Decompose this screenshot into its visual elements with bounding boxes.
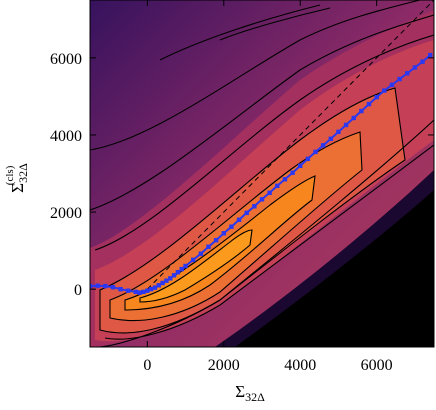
series-point (90, 283, 93, 289)
density-band-peak (140, 230, 252, 302)
series-point (152, 285, 158, 290)
series-point (175, 270, 181, 275)
contour-line (139, 229, 253, 303)
y-axis-label: Σ32Δ(cls) (4, 163, 30, 193)
series-point (320, 143, 326, 148)
series-point (133, 289, 139, 295)
plot-area (90, 0, 434, 347)
density-band-5 (125, 176, 315, 310)
series-point (427, 52, 433, 58)
x-tick-label: 4000 (284, 357, 316, 374)
series-point (359, 108, 364, 114)
reference-line-layer (146, 0, 434, 290)
series-point (305, 156, 311, 162)
contour-lines (90, 0, 434, 347)
series-point (110, 285, 116, 290)
x-axis-label: Σ32Δ (235, 382, 265, 404)
series-point (236, 217, 242, 222)
series-point (412, 65, 418, 70)
series-point (343, 122, 349, 128)
contour-line (109, 131, 363, 322)
contour-line (94, 34, 434, 251)
series-point (366, 101, 372, 107)
series-point (168, 276, 173, 281)
series-point (290, 170, 295, 175)
series-point (405, 71, 410, 76)
series-point (118, 286, 123, 292)
series-point (221, 231, 226, 236)
x-tick-label: 0 (143, 357, 151, 374)
series-point (336, 129, 341, 135)
contour-line (104, 144, 434, 340)
x-tick-label: 6000 (361, 357, 393, 374)
plot-frame (89, 0, 435, 348)
series-point (95, 283, 100, 288)
series-point (382, 88, 387, 93)
series-point (141, 289, 146, 295)
series-point (259, 197, 265, 202)
series-point (351, 115, 356, 121)
contour-line (90, 0, 421, 151)
series-point (206, 244, 211, 249)
contour-line (99, 87, 406, 334)
series-point (148, 286, 154, 292)
series-point (267, 190, 272, 195)
series-point (145, 288, 150, 293)
y-tick-label: 2000 (50, 205, 82, 222)
y-tick-label: 6000 (50, 51, 82, 68)
y-tick-label: 0 (74, 282, 82, 299)
series-point (213, 238, 219, 243)
x-tick-label: 2000 (208, 357, 240, 374)
series-point (275, 183, 280, 189)
series-point (183, 263, 188, 269)
series-point (164, 278, 169, 283)
series-point (137, 290, 142, 295)
contour-line (124, 175, 316, 311)
series-point (420, 59, 425, 64)
series-point (389, 82, 395, 88)
series-point (191, 257, 196, 263)
series-point (252, 204, 257, 209)
series-point (160, 280, 165, 286)
tick-layer: 0 2000 4000 6000 0 2000 4000 6000 (50, 0, 434, 374)
series-point (171, 273, 177, 278)
series-point (126, 288, 131, 293)
series-point (198, 251, 204, 256)
series-point (244, 210, 249, 216)
contour-line (219, 7, 331, 41)
reference-line-y-equals-x (146, 0, 434, 290)
series-point (282, 177, 288, 182)
y-tick-label: 4000 (50, 128, 82, 145)
empty-region (230, 185, 434, 347)
contour-line (90, 14, 434, 211)
series-point (298, 163, 303, 168)
series-point (103, 283, 108, 289)
series-point (328, 136, 333, 141)
series-point (397, 76, 402, 82)
series-point (229, 224, 234, 229)
series-point (313, 149, 318, 155)
series-point (374, 94, 379, 100)
series-layer (90, 52, 433, 295)
contour-line (159, 4, 321, 61)
series-point (179, 266, 184, 272)
series-point (156, 283, 161, 288)
